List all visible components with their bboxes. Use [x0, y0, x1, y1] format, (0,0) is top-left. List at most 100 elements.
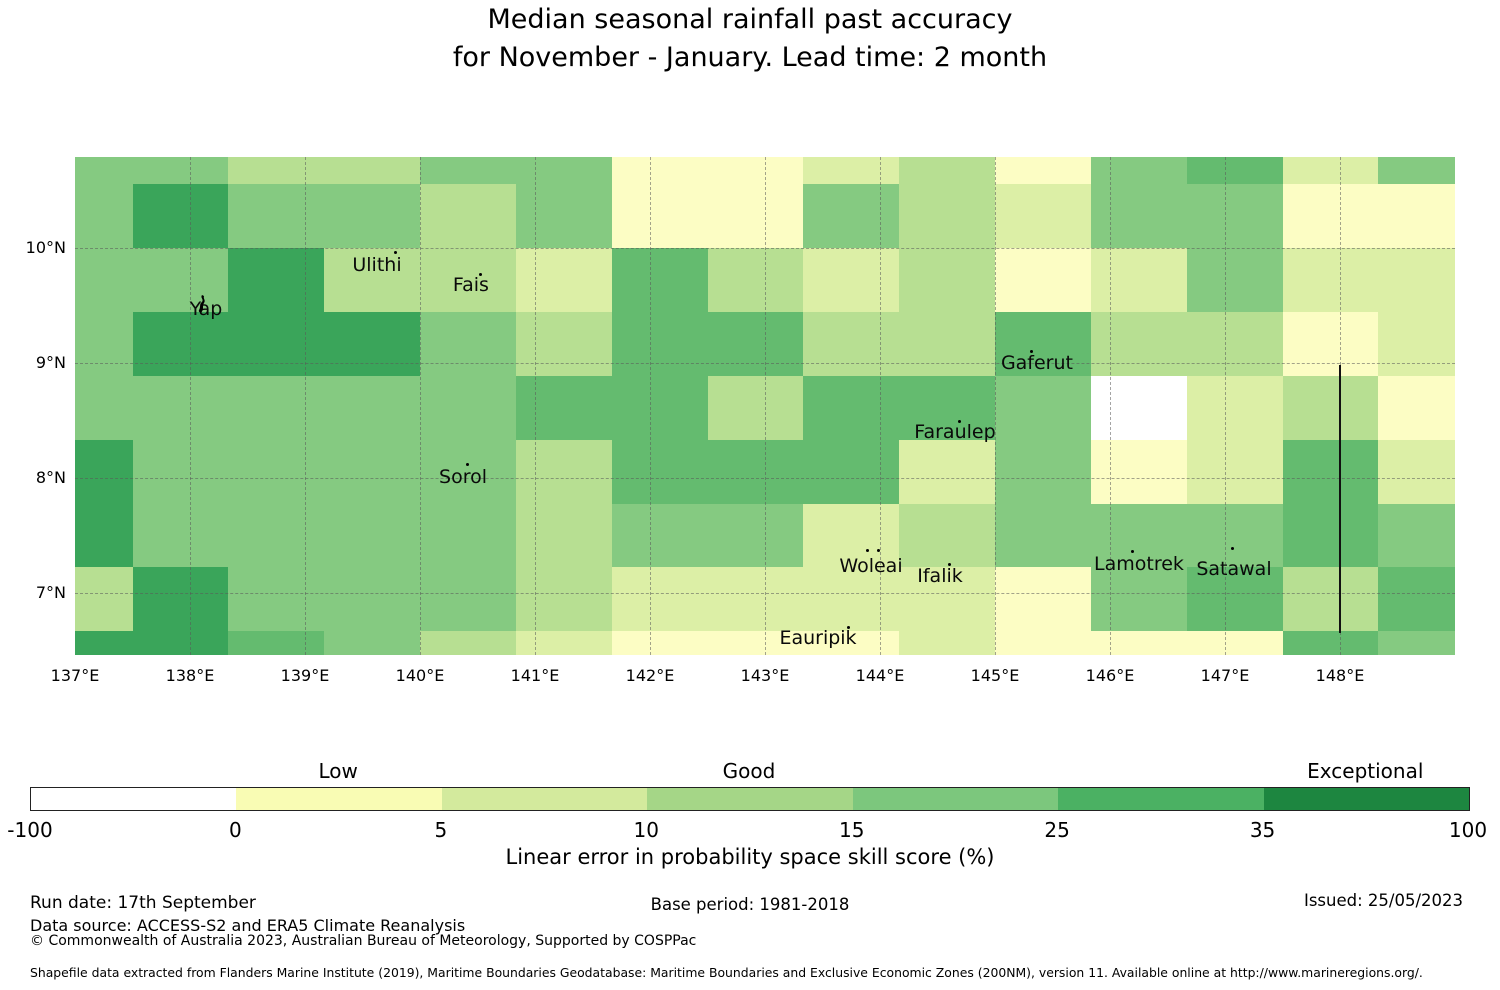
map-cell [515, 631, 613, 655]
map-cell [1186, 439, 1284, 505]
longitude-gridline [305, 157, 306, 655]
longitude-gridline [765, 157, 766, 655]
map-cell [1378, 157, 1455, 185]
longitude-gridline [420, 157, 421, 655]
map-cell [899, 248, 996, 313]
map-cell [1282, 184, 1379, 249]
colorbar-tick: 35 [1249, 818, 1276, 842]
map-cell [75, 631, 134, 655]
map-cell [803, 311, 900, 377]
map-cell [1282, 375, 1379, 441]
colorbar [30, 787, 1470, 811]
colorbar-tick: 25 [1044, 818, 1070, 842]
map-cell [420, 311, 517, 377]
place-dot [393, 251, 397, 255]
map-cell [324, 157, 421, 185]
map-cell [420, 439, 517, 505]
colorbar-tick: 15 [838, 818, 865, 842]
place-label: Lamotrek [1094, 553, 1184, 576]
map-cell [707, 567, 804, 632]
map-cell [228, 439, 325, 505]
latitude-gridline [75, 593, 1455, 594]
map-cell [611, 248, 709, 313]
place-dot [847, 625, 850, 629]
place-label: Eauripik [779, 626, 857, 649]
map-cell [995, 375, 1092, 441]
place-dot [466, 462, 469, 466]
map-cell [803, 631, 900, 655]
map-cell [803, 503, 900, 569]
map-cell [1378, 503, 1455, 569]
map-cell [899, 375, 996, 441]
map-cell [803, 157, 900, 185]
map-cell [132, 184, 229, 249]
x-axis-tick: 140°E [395, 666, 445, 685]
map-cell [995, 157, 1092, 185]
chart-title-line1: Median seasonal rainfall past accuracy [487, 4, 1013, 35]
map-cell [1186, 503, 1284, 569]
x-axis-tick: 146°E [1085, 666, 1135, 685]
x-axis-tick: 141°E [510, 666, 560, 685]
map-cell [324, 567, 421, 632]
map-cell [803, 248, 900, 313]
footer-issued-date: Issued: 25/05/2023 [1303, 891, 1463, 910]
map-cell [611, 439, 709, 505]
colorbar-segment [31, 788, 237, 810]
map-cell [1090, 248, 1188, 313]
yap-island-icon [196, 294, 208, 318]
map-cell [899, 503, 996, 569]
map-cell [1282, 157, 1379, 185]
colorbar-segment [236, 788, 443, 810]
map-cell [995, 184, 1092, 249]
map-cell [611, 157, 709, 185]
map-cell [1378, 311, 1455, 377]
map-cell [611, 375, 709, 441]
map-cell [228, 503, 325, 569]
colorbar-tick: 100 [1448, 818, 1488, 842]
colorbar-segment [441, 788, 648, 810]
place-label: Ifalik [917, 564, 963, 587]
map-cell [1282, 631, 1379, 655]
map-cell [228, 184, 325, 249]
colorbar-band-label: Low [318, 759, 358, 783]
map-cell [228, 248, 325, 313]
map-cell [324, 248, 421, 313]
map-cell [132, 503, 229, 569]
x-axis-tick: 139°E [280, 666, 330, 685]
map-cell [995, 248, 1092, 313]
map-cell [324, 311, 421, 377]
latitude-gridline [75, 478, 1455, 479]
map-cell [1090, 567, 1188, 632]
map-cell [515, 375, 613, 441]
map-cell [324, 375, 421, 441]
x-axis-tick: 142°E [625, 666, 675, 685]
map-cell [803, 567, 900, 632]
place-dot [478, 273, 482, 277]
longitude-gridline [880, 157, 881, 655]
map-cell [420, 248, 517, 313]
map-cell [611, 503, 709, 569]
place-label: Satawal [1196, 557, 1272, 580]
place-label: Sorol [439, 465, 487, 488]
map-cell [420, 567, 517, 632]
map-cell [132, 375, 229, 441]
map-cell [1186, 567, 1284, 632]
y-axis-tick: 7°N [35, 583, 66, 602]
place-label: Gaferut [1000, 352, 1073, 374]
map-cell [1090, 503, 1188, 569]
map-cell [324, 439, 421, 505]
place-dot [1130, 550, 1134, 554]
map-cell [420, 631, 517, 655]
map-cell [1090, 184, 1188, 249]
map-cell [1282, 311, 1379, 377]
map-cell [75, 248, 134, 313]
map-cell [899, 439, 996, 505]
place-label: Ulithi [352, 254, 402, 277]
latitude-gridline [75, 248, 1455, 249]
chart-title-line2: for November - January. Lead time: 2 mon… [452, 42, 1048, 73]
map-cell [899, 567, 996, 632]
map-cell [899, 184, 996, 249]
x-axis-tick: 143°E [740, 666, 790, 685]
map-cell [75, 439, 134, 505]
colorbar-title: Linear error in probability space skill … [505, 845, 995, 869]
